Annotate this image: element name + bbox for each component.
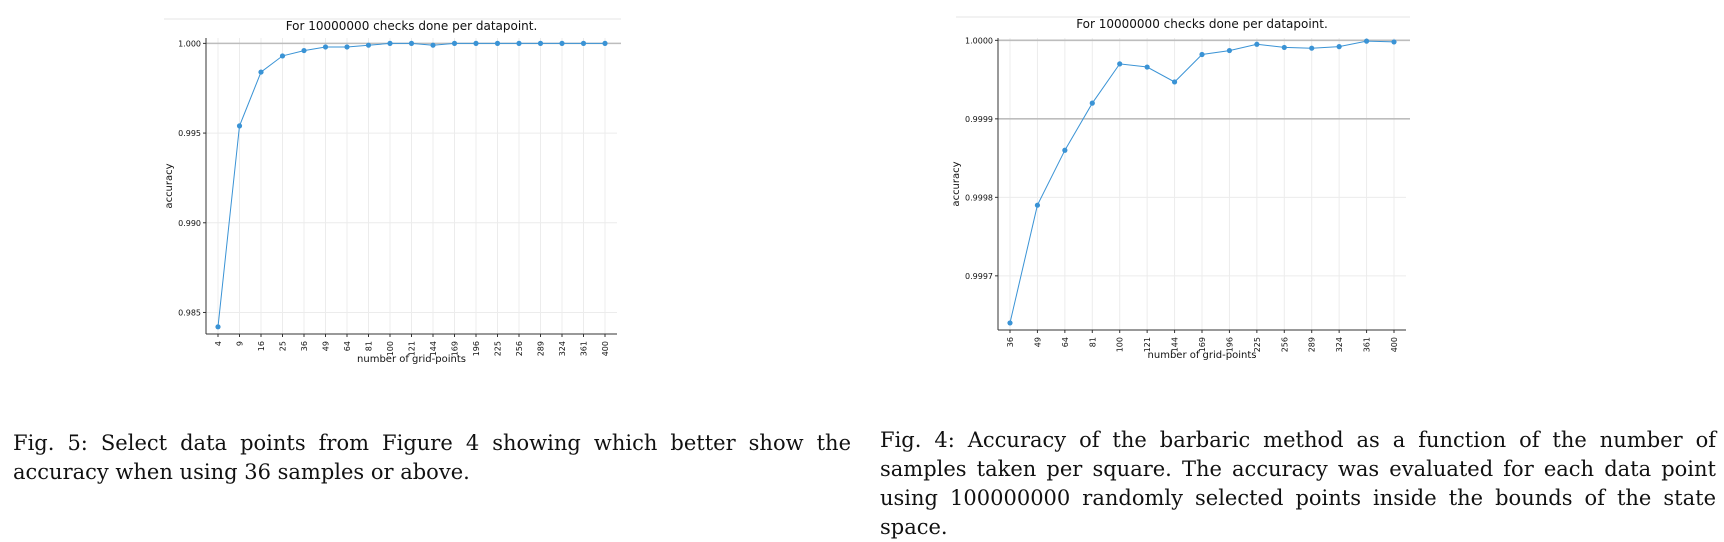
data-point: [537, 40, 544, 46]
data-point: [516, 40, 522, 46]
x-tick-label: 25: [279, 341, 288, 351]
data-point: [1034, 202, 1041, 208]
x-tick-label: 121: [1143, 337, 1152, 352]
x-tick-label: 9: [236, 341, 245, 346]
data-point: [1117, 61, 1123, 67]
data-point: [344, 44, 350, 50]
x-tick-label: 256: [1280, 337, 1289, 352]
data-point: [1226, 47, 1233, 54]
figure-caption: Fig. 5: Select data points from Figure 4…: [13, 431, 851, 484]
data-point: [215, 324, 221, 330]
figure-left: For 10000000 checks done per datapoint. 0…: [0, 0, 860, 532]
x-tick-label: 256: [515, 341, 524, 356]
accuracy-chart-right: For 10000000 checks done per datapoint. 0…: [951, 16, 1410, 361]
x-tick-label: 49: [322, 341, 331, 351]
data-point: [580, 40, 587, 46]
figure-right: For 10000000 checks done per datapoint. 0…: [868, 0, 1724, 539]
y-tick-label: 1.000: [178, 39, 201, 48]
data-point: [1144, 64, 1150, 70]
x-tick-label: 100: [386, 341, 395, 356]
data-point: [559, 40, 565, 46]
data-point: [1336, 44, 1342, 50]
x-tick-label: 324: [1335, 337, 1344, 352]
y-tick-label: 0.9997: [965, 272, 993, 281]
x-tick-label: 289: [1308, 337, 1317, 352]
x-tick-label: 144: [429, 341, 438, 356]
x-tick-label: 49: [1033, 337, 1042, 347]
data-point: [365, 42, 372, 48]
data-point: [1007, 320, 1013, 326]
x-tick-label: 361: [1363, 337, 1372, 352]
data-point: [1089, 100, 1095, 106]
data-point: [387, 40, 393, 46]
x-tick-label: 81: [365, 341, 374, 351]
y-tick-label: 0.9998: [965, 193, 993, 202]
x-tick-label: 196: [1225, 337, 1234, 352]
data-point: [279, 53, 286, 59]
x-tick-label: 196: [472, 341, 481, 356]
x-axis-label: number of grid-points: [357, 354, 466, 365]
x-tick-label: 4: [214, 341, 223, 346]
data-point: [1363, 38, 1370, 44]
x-tick-label: 225: [494, 341, 503, 356]
x-tick-label: 324: [558, 341, 567, 356]
data-point: [1391, 39, 1397, 45]
data-point: [602, 40, 608, 46]
y-tick-label: 1.0000: [965, 36, 993, 45]
chart-title: For 10000000 checks done per datapoint.: [286, 19, 538, 33]
data-point: [451, 40, 458, 46]
data-point: [408, 40, 415, 46]
y-tick-label: 0.990: [178, 219, 201, 228]
x-tick-label: 36: [300, 341, 309, 351]
x-tick-label: 64: [1061, 337, 1070, 347]
x-tick-label: 100: [1116, 337, 1125, 352]
data-point: [1062, 147, 1068, 153]
accuracy-chart-left: For 10000000 checks done per datapoint. 0…: [164, 18, 621, 365]
data-point: [1281, 44, 1287, 51]
data-point: [430, 42, 436, 48]
x-tick-label: 64: [343, 341, 352, 351]
data-point: [236, 123, 243, 129]
x-tick-label: 121: [408, 341, 417, 356]
data-point: [258, 69, 264, 75]
data-point: [473, 40, 479, 46]
chart-title: For 10000000 checks done per datapoint.: [1076, 17, 1328, 31]
data-point: [322, 44, 329, 50]
x-tick-label: 400: [1390, 337, 1399, 352]
x-tick-label: 361: [580, 341, 589, 356]
y-tick-label: 0.995: [178, 129, 201, 138]
x-axis-label: number of grid-points: [1148, 350, 1257, 361]
y-tick-label: 0.9999: [965, 115, 993, 124]
x-tick-label: 81: [1088, 337, 1097, 347]
x-tick-label: 144: [1171, 337, 1180, 352]
data-point: [1309, 45, 1315, 51]
x-tick-label: 36: [1006, 337, 1015, 347]
data-point: [1254, 41, 1260, 47]
x-tick-label: 169: [451, 341, 460, 356]
y-tick-label: 0.985: [178, 308, 201, 317]
x-tick-label: 289: [537, 341, 546, 356]
data-point: [1171, 79, 1178, 85]
y-axis-label: accuracy: [164, 163, 175, 208]
data-point: [494, 40, 501, 46]
data-point: [301, 47, 307, 54]
x-tick-label: 225: [1253, 337, 1262, 352]
figure-caption: Fig. 4: Accuracy of the barbaric method …: [880, 428, 1716, 539]
x-tick-label: 16: [257, 341, 266, 351]
x-tick-label: 400: [601, 341, 610, 356]
y-axis-label: accuracy: [951, 161, 962, 206]
data-point: [1199, 51, 1205, 58]
x-tick-label: 169: [1198, 337, 1207, 352]
